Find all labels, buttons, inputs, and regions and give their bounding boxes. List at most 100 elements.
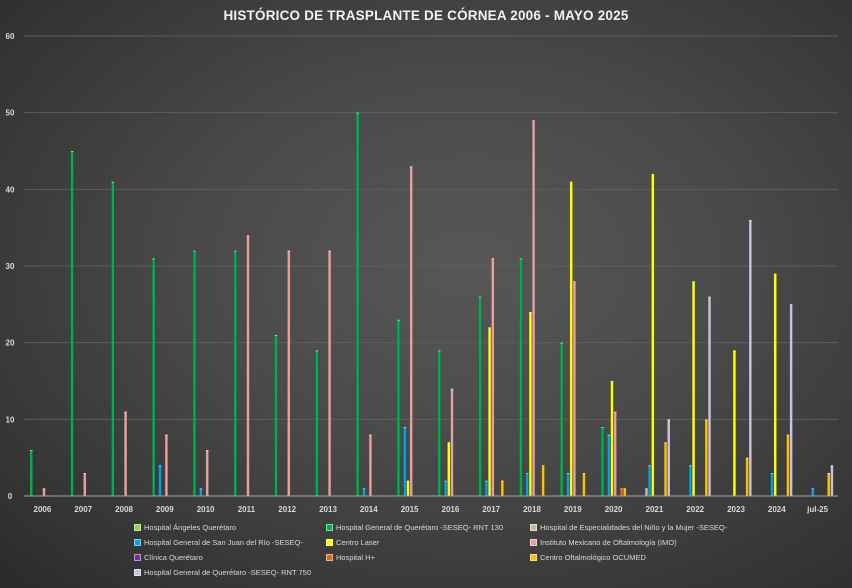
bar-instituto-mexicano-de-oftalmolog-a-imo--2012: [287, 250, 291, 497]
bar-centro-laser-2018: [528, 311, 532, 497]
bar-highlight: [111, 181, 115, 183]
bar-highlight: [193, 250, 196, 252]
bar-highlight: [664, 442, 667, 444]
x-tick-label: 2012: [278, 505, 296, 514]
bar-centro-oftalmol-gico-ocumed-2019: [582, 472, 586, 497]
bar-highlight: [356, 112, 359, 114]
bar-highlight: [409, 166, 413, 168]
bar-highlight: [362, 488, 366, 490]
legend-label: Hospital General de San Juan del Río -SE…: [144, 537, 303, 547]
bar-highlight: [601, 427, 604, 428]
bar-highlight: [501, 480, 504, 482]
x-tick-label: 2014: [360, 505, 378, 514]
bar-hospital-general-de-quer-taro-seseq-rnt-130-2016: [437, 350, 441, 497]
bar-hospital-general-de-quer-taro-seseq-rnt-130-2011: [233, 250, 237, 497]
bar-highlight: [444, 480, 447, 482]
bar-hospital-general-de-san-juan-del-r-o-seseq--2019: [566, 472, 570, 497]
bar-highlight: [541, 465, 545, 467]
bar-hospital-general-de-san-juan-del-r-o-seseq--2016: [444, 480, 448, 497]
bar-highlight: [478, 296, 482, 298]
bar-highlight: [569, 181, 573, 183]
y-tick-label: 0: [8, 492, 13, 501]
bar-highlight: [582, 473, 586, 474]
x-tick-label: 2013: [319, 505, 337, 514]
bar-highlight: [525, 473, 529, 474]
bar-highlight: [648, 465, 651, 467]
legend-item: Hospital General de Querétaro -SESEQ- RN…: [134, 566, 326, 578]
bar-instituto-mexicano-de-oftalmolog-a-imo--2020: [613, 411, 617, 497]
bar-centro-oftalmol-gico-ocumed-2024: [786, 434, 790, 497]
bar-highlight: [645, 488, 648, 490]
x-tick-label: 2008: [115, 505, 133, 514]
legend-item: Hospital General de Querétaro -SESEQ- RN…: [326, 521, 530, 533]
x-tick-label: 2010: [197, 505, 215, 514]
bar-highlight: [70, 151, 74, 152]
bar-highlight: [315, 350, 319, 352]
legend-item: Hospital General de San Juan del Río -SE…: [134, 536, 326, 548]
bar-highlight: [770, 473, 774, 474]
legend-swatch: [326, 523, 333, 531]
bar-hospital-general-de-quer-taro-seseq-rnt-130-2020: [601, 426, 604, 497]
x-tick-label: 2018: [523, 505, 541, 514]
bar-highlight: [287, 250, 291, 252]
bar-highlight: [205, 450, 209, 451]
bar-highlight: [610, 381, 614, 382]
bar-instituto-mexicano-de-oftalmolog-a-imo--2007: [83, 472, 87, 497]
bar-highlight: [369, 434, 372, 436]
bar-highlight: [651, 174, 655, 175]
bar-highlight: [158, 465, 162, 467]
bar-centro-oftalmol-gico-ocumed-2018: [541, 465, 545, 497]
bar-highlight: [786, 434, 790, 436]
legend-item: Centro Laser: [326, 536, 530, 548]
bar-centro-laser-2023: [732, 350, 736, 497]
bar-highlight: [708, 296, 711, 298]
bar-hospital-general-de-quer-taro-seseq-rnt-130-2019: [560, 342, 564, 497]
y-tick-label: 60: [6, 32, 15, 41]
x-tick-label: 2024: [768, 505, 786, 514]
bar-highlight: [566, 473, 570, 474]
legend: Hospital Ángeles Querétaro Hospital Gener…: [134, 521, 834, 578]
bar-hospital-general-de-quer-taro-seseq-rnt-130-2009: [152, 258, 156, 497]
legend-swatch: [530, 538, 537, 546]
legend-item: Hospital Ángeles Querétaro: [134, 521, 326, 533]
bar-hospital-general-de-quer-taro-seseq-rnt-750-2022: [708, 296, 711, 497]
bar-highlight: [667, 419, 671, 421]
bar-highlight: [613, 411, 617, 413]
bar-instituto-mexicano-de-oftalmolog-a-imo--2019: [572, 281, 576, 497]
bar-hospital-general-de-quer-taro-seseq-rnt-130-2013: [315, 350, 319, 497]
legend-label: Hospital General de Querétaro -SESEQ- RN…: [144, 567, 312, 577]
gridlines: [24, 35, 838, 420]
bar-instituto-mexicano-de-oftalmolog-a-imo--2011: [246, 235, 250, 497]
bar-centro-laser-2020: [610, 380, 614, 497]
axes: 0 10 20 30 40 50 60 2006 2007 2008 2009 2010 2011 201…: [6, 32, 838, 514]
bar-hospital-general-de-quer-taro-seseq-rnt-130-2014: [356, 112, 360, 497]
bar-centro-laser-2021: [651, 173, 655, 497]
legend-label: Hospital General de Querétaro -SESEQ- RN…: [336, 522, 504, 532]
bar-highlight: [406, 480, 410, 482]
bar-hospital-general-de-quer-taro-seseq-rnt-130-2010: [193, 250, 196, 497]
bar-highlight: [827, 473, 831, 474]
bar-instituto-mexicano-de-oftalmolog-a-imo--2018: [532, 120, 536, 497]
x-tick-label: 2019: [564, 505, 582, 514]
bar-instituto-mexicano-de-oftalmolog-a-imo--2013: [328, 250, 332, 497]
y-tick-label: 20: [6, 339, 15, 348]
bar-hospital-general-de-quer-taro-seseq-rnt-750-2021: [667, 419, 671, 497]
bar-highlight: [199, 488, 203, 490]
bar-highlight: [811, 488, 815, 490]
bar-centro-laser-2017: [488, 327, 492, 497]
bar-highlight: [529, 312, 532, 313]
legend-swatch: [134, 538, 141, 546]
bar-hospital-de-especialidades-del-ni-o-y-la-mujer-seseq--2021: [644, 488, 648, 497]
bar-hospital-general-de-quer-taro-seseq-rnt-130-2006: [29, 449, 33, 497]
y-tick-label: 40: [6, 185, 15, 194]
bar-highlight: [403, 427, 407, 428]
bar-hospital-general-de-san-juan-del-r-o-seseq--2022: [688, 465, 692, 497]
bar-instituto-mexicano-de-oftalmolog-a-imo--2006: [42, 488, 46, 497]
x-tick-label: 2011: [238, 505, 256, 514]
y-tick-label: 50: [6, 109, 15, 118]
bar-highlight: [233, 250, 237, 252]
legend-label: Centro Oftalmológico OCUMED: [540, 552, 646, 562]
bar-highlight: [165, 434, 168, 436]
legend-swatch: [134, 553, 141, 561]
bar-hospital-general-de-quer-taro-seseq-rnt-130-2007: [70, 150, 74, 497]
